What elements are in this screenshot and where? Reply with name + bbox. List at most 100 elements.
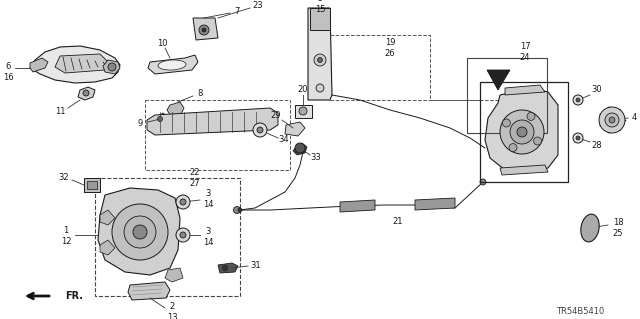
Polygon shape (193, 18, 218, 40)
Circle shape (316, 84, 324, 92)
Circle shape (509, 144, 517, 152)
Polygon shape (308, 8, 332, 100)
Text: 10: 10 (157, 40, 167, 48)
Text: 20: 20 (298, 85, 308, 94)
Polygon shape (153, 113, 168, 125)
Circle shape (317, 57, 323, 63)
Text: 22
27: 22 27 (189, 168, 200, 188)
Text: 31: 31 (251, 261, 261, 270)
Polygon shape (285, 122, 305, 136)
Text: 32: 32 (59, 174, 69, 182)
Text: 30: 30 (592, 85, 602, 94)
Text: 2
13: 2 13 (166, 302, 177, 319)
Circle shape (480, 179, 486, 185)
Text: FR.: FR. (65, 291, 83, 301)
Polygon shape (165, 268, 183, 282)
Text: 23: 23 (253, 2, 263, 11)
Polygon shape (87, 181, 97, 189)
Text: 1
12: 1 12 (61, 226, 71, 246)
Text: 3
14: 3 14 (203, 189, 213, 209)
Text: 21: 21 (393, 218, 403, 226)
Polygon shape (415, 198, 455, 210)
Circle shape (176, 228, 190, 242)
Polygon shape (167, 102, 184, 116)
Circle shape (124, 216, 156, 248)
Bar (480, 82, 568, 182)
Circle shape (573, 133, 583, 143)
Circle shape (133, 225, 147, 239)
Polygon shape (98, 188, 180, 275)
Polygon shape (100, 210, 115, 225)
Circle shape (314, 54, 326, 66)
Circle shape (83, 90, 89, 96)
Polygon shape (500, 165, 548, 175)
Circle shape (234, 206, 241, 213)
Circle shape (527, 112, 535, 120)
Polygon shape (100, 240, 115, 255)
Polygon shape (103, 60, 120, 74)
Circle shape (500, 110, 544, 154)
Polygon shape (30, 46, 120, 83)
Circle shape (176, 195, 190, 209)
Polygon shape (128, 282, 170, 300)
Circle shape (222, 265, 228, 271)
Bar (95, 178, 240, 296)
Polygon shape (485, 88, 558, 172)
Text: 18
25: 18 25 (612, 218, 623, 238)
Polygon shape (55, 54, 108, 73)
Text: 33: 33 (310, 153, 321, 162)
Circle shape (573, 95, 583, 105)
Polygon shape (78, 87, 95, 100)
Text: 11: 11 (55, 108, 65, 116)
Ellipse shape (581, 214, 599, 242)
Circle shape (299, 107, 307, 115)
Text: TR54B5410: TR54B5410 (556, 308, 604, 316)
Circle shape (180, 199, 186, 205)
Bar (467, 58, 547, 133)
Polygon shape (295, 105, 312, 118)
Circle shape (253, 123, 267, 137)
Circle shape (609, 117, 615, 123)
Polygon shape (505, 85, 545, 95)
Ellipse shape (158, 60, 186, 70)
Circle shape (534, 137, 541, 145)
Circle shape (517, 127, 527, 137)
Text: 19
26: 19 26 (385, 38, 396, 58)
Bar (145, 100, 290, 170)
Circle shape (180, 232, 186, 238)
Circle shape (510, 120, 534, 144)
Circle shape (576, 98, 580, 102)
Text: 7: 7 (234, 6, 240, 16)
Text: 3
14: 3 14 (203, 227, 213, 247)
Circle shape (257, 127, 263, 133)
Polygon shape (84, 178, 100, 192)
Polygon shape (147, 108, 278, 135)
Circle shape (108, 63, 116, 71)
Polygon shape (310, 8, 330, 30)
Polygon shape (340, 200, 375, 212)
Circle shape (238, 208, 242, 212)
Text: 9: 9 (138, 120, 143, 129)
Circle shape (599, 107, 625, 133)
Text: 29: 29 (271, 112, 281, 121)
Polygon shape (293, 143, 307, 155)
Text: 5
15: 5 15 (315, 0, 325, 14)
Circle shape (605, 113, 619, 127)
Text: 6
16: 6 16 (3, 62, 13, 82)
Text: 34: 34 (278, 136, 289, 145)
Polygon shape (148, 55, 198, 74)
Circle shape (112, 204, 168, 260)
Circle shape (199, 25, 209, 35)
Polygon shape (487, 70, 510, 90)
Circle shape (502, 119, 511, 127)
Circle shape (576, 136, 580, 140)
Text: 28: 28 (592, 140, 602, 150)
Circle shape (202, 28, 206, 32)
Text: 4: 4 (632, 113, 637, 122)
Polygon shape (30, 58, 48, 72)
Polygon shape (218, 263, 238, 273)
Text: 17
24: 17 24 (520, 42, 531, 62)
Text: 8: 8 (197, 90, 203, 99)
Circle shape (157, 116, 163, 122)
Circle shape (295, 143, 305, 153)
